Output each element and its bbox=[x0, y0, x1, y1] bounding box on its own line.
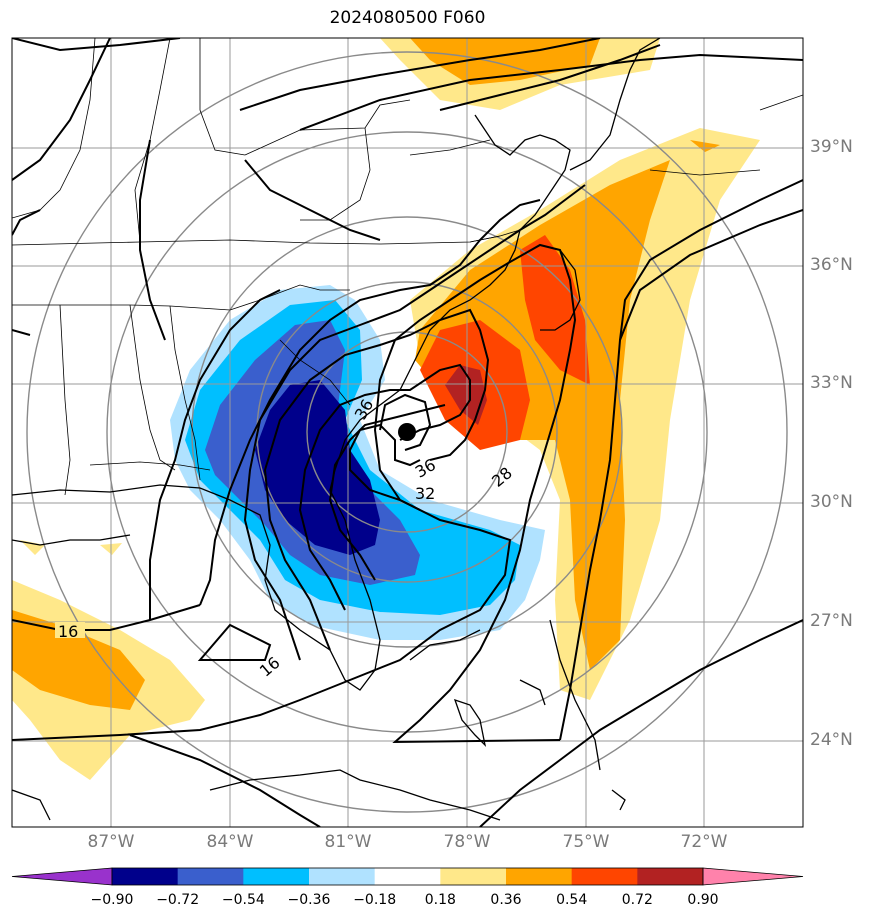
colorbar-segment bbox=[637, 868, 704, 885]
colorbar-tick-label: −0.18 bbox=[353, 892, 397, 908]
contour-label: 16 bbox=[58, 622, 78, 641]
lat-label: 36°N bbox=[810, 255, 853, 275]
contour-label: 28 bbox=[488, 463, 516, 491]
colorbar-segment bbox=[112, 868, 179, 885]
colorbar-extend-high bbox=[702, 867, 804, 886]
colorbar-tick-label: −0.36 bbox=[287, 892, 331, 908]
colorbar-segment bbox=[571, 868, 638, 885]
map-frame bbox=[11, 37, 804, 828]
coastlines bbox=[12, 38, 661, 821]
colorbar-tick-label: 0.36 bbox=[490, 892, 522, 908]
lon-label: 78°W bbox=[443, 832, 491, 852]
colorbar-segment bbox=[440, 868, 507, 885]
colorbar-segment bbox=[374, 868, 441, 885]
lon-label: 81°W bbox=[324, 832, 372, 852]
lon-label: 75°W bbox=[562, 832, 610, 852]
lon-label: 84°W bbox=[206, 832, 254, 852]
contour-label: 32 bbox=[415, 484, 435, 503]
lat-label: 39°N bbox=[810, 137, 853, 157]
plot-title: 2024080500 F060 bbox=[329, 8, 486, 28]
colorbar-segment bbox=[309, 868, 376, 885]
colorbar-tick-label: 0.18 bbox=[424, 892, 456, 908]
colorbar-extend-low bbox=[11, 867, 113, 886]
lon-label: 87°W bbox=[87, 832, 135, 852]
lat-label: 33°N bbox=[810, 373, 853, 393]
lat-label: 27°N bbox=[810, 611, 853, 631]
storm-center-marker bbox=[398, 423, 416, 441]
contour-label: 16 bbox=[256, 653, 284, 681]
colorbar bbox=[11, 867, 804, 886]
colorbar-segment bbox=[243, 868, 310, 885]
colorbar-segment bbox=[177, 868, 244, 885]
shading-positive bbox=[12, 38, 760, 780]
colorbar-tick-label: −0.90 bbox=[90, 892, 134, 908]
colorbar-tick-label: −0.54 bbox=[221, 892, 265, 908]
colorbar-frame bbox=[111, 867, 704, 886]
lat-label: 30°N bbox=[810, 492, 853, 512]
colorbar-tick-label: −0.72 bbox=[156, 892, 200, 908]
colorbar-tick-label: 0.72 bbox=[621, 892, 653, 908]
lon-label: 72°W bbox=[680, 832, 728, 852]
lat-label: 24°N bbox=[810, 730, 853, 750]
colorbar-tick-label: 0.54 bbox=[556, 892, 588, 908]
height-contours bbox=[12, 38, 803, 827]
colorbar-segment bbox=[506, 868, 573, 885]
colorbar-tick-label: 0.90 bbox=[687, 892, 719, 908]
